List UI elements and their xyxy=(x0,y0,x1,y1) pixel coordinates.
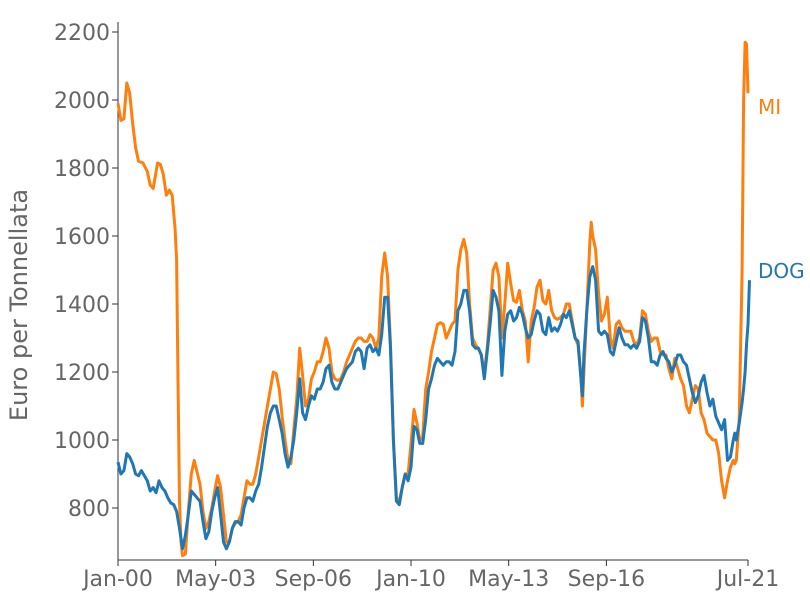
y-tick-label: 1000 xyxy=(54,429,110,454)
y-ticks: 800 1000 1200 1400 1600 1800 2000 2200 xyxy=(54,21,118,522)
y-tick-label: 2000 xyxy=(54,89,110,114)
series-line-dog xyxy=(116,265,751,551)
axes xyxy=(117,22,748,561)
x-tick-label: May-13 xyxy=(468,567,549,592)
series-lines xyxy=(116,40,751,558)
y-tick-label: 800 xyxy=(68,497,110,522)
series-line-mi xyxy=(116,40,750,558)
series-label-mi: MI xyxy=(758,95,781,119)
series-labels: MI DOG xyxy=(758,95,805,283)
x-tick-label: Jan-00 xyxy=(81,567,153,592)
y-axis-title: Euro per Tonnellata xyxy=(5,189,33,421)
x-tick-label: Sep-06 xyxy=(275,567,352,592)
x-ticks: Jan-00 May-03 Sep-06 Jan-10 May-13 Sep-16 Jul-… xyxy=(81,560,779,592)
x-tick-label: Sep-16 xyxy=(568,567,645,592)
x-tick-label: Jul-21 xyxy=(715,567,779,592)
x-tick-label: May-03 xyxy=(175,567,256,592)
y-tick-label: 1400 xyxy=(54,293,110,318)
y-tick-label: 1800 xyxy=(54,157,110,182)
series-label-dog: DOG xyxy=(758,259,805,283)
y-tick-label: 1600 xyxy=(54,225,110,250)
y-tick-label: 2200 xyxy=(54,21,110,46)
y-tick-label: 1200 xyxy=(54,361,110,386)
x-tick-label: Jan-10 xyxy=(374,567,446,592)
